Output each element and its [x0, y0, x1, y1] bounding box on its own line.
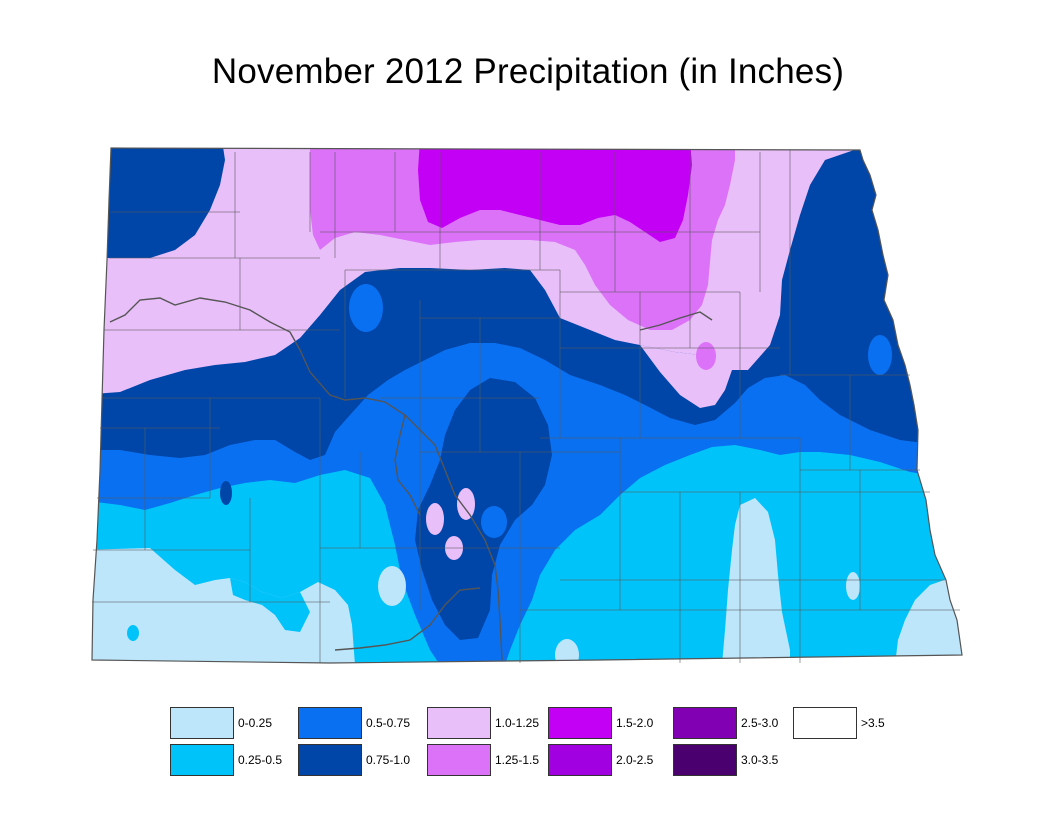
zone-0.75-1.0-central — [415, 378, 552, 640]
legend-swatch — [548, 707, 612, 739]
zone-0.25-0.5-spot — [127, 625, 139, 641]
county-boundaries — [92, 150, 960, 663]
legend-swatch — [427, 707, 491, 739]
zone-0-0.25-spot-west — [378, 566, 406, 606]
zone-0-0.25-spot-south — [555, 639, 579, 663]
zone-0.5-0.75-spot-east — [868, 335, 892, 375]
legend-swatch — [298, 707, 362, 739]
map-title: November 2012 Precipitation (in Inches) — [211, 52, 845, 91]
legend-label: 1.5-2.0 — [616, 716, 654, 730]
legend-label: 0-0.25 — [238, 716, 273, 730]
zone-1.0-1.25-spot-b — [457, 488, 475, 520]
state-outline — [91, 147, 963, 664]
zone-0.75-1.0-spot — [220, 481, 232, 505]
zone-1.5-2.0 — [418, 148, 692, 242]
zone-0.5-0.75-spot — [349, 284, 383, 332]
legend-swatch — [793, 707, 857, 739]
legend-label: 3.0-3.5 — [741, 753, 779, 767]
legend-label: 0.25-0.5 — [238, 753, 283, 767]
legend-swatch — [298, 744, 362, 776]
legend-swatch — [170, 707, 234, 739]
legend-swatch — [170, 744, 234, 776]
legend-swatch — [427, 744, 491, 776]
legend-label: 1.0-1.25 — [495, 716, 540, 730]
zone-0-0.25-sw — [92, 548, 355, 663]
legend-label: 1.25-1.5 — [495, 753, 540, 767]
zone-0.5-0.75-spot-central — [481, 506, 507, 538]
zone-1.0-1.25-nw-gap — [92, 148, 225, 258]
zone-0-0.25-spot — [846, 572, 860, 600]
legend-swatch — [673, 744, 737, 776]
zone-1.25-1.5-spot — [696, 342, 716, 370]
precipitation-zones — [92, 148, 962, 663]
legend-label: 0.5-0.75 — [366, 716, 411, 730]
legend-label: 2.0-2.5 — [616, 753, 654, 767]
river-lines — [109, 297, 713, 661]
legend-label: 2.5-3.0 — [741, 716, 779, 730]
legend-swatch — [673, 707, 737, 739]
legend-swatch — [548, 744, 612, 776]
legend-label: 0.75-1.0 — [366, 753, 411, 767]
zone-1.0-1.25-spot-a — [426, 503, 444, 535]
legend-label: >3.5 — [861, 716, 885, 730]
zone-0-0.25-se — [722, 498, 790, 663]
